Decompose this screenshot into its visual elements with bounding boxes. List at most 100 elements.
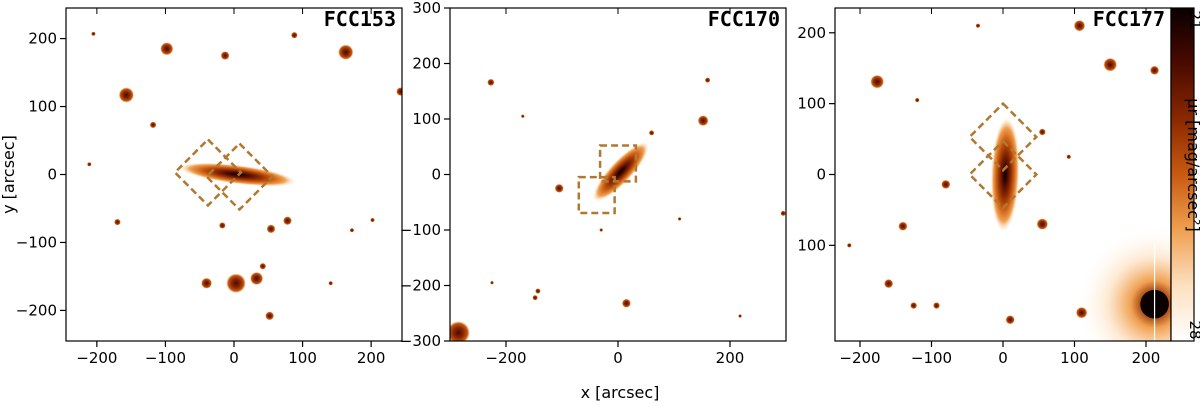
star-source xyxy=(149,121,157,129)
axes-fcc177: FCC177 −200 −100 0 100 200 100 0 100 200 xyxy=(797,7,1172,367)
star-source xyxy=(738,314,742,318)
star-source xyxy=(1066,154,1072,160)
star-source xyxy=(87,162,92,167)
y-tick-label: −100 xyxy=(16,233,57,251)
star-source xyxy=(535,288,541,294)
star-source xyxy=(490,280,494,285)
star-source xyxy=(933,302,940,310)
star-source xyxy=(201,277,213,289)
star-source xyxy=(910,302,918,310)
star-source xyxy=(219,222,226,229)
star-source xyxy=(450,321,471,341)
star-source xyxy=(621,298,631,308)
star-source xyxy=(914,97,920,103)
y-tick-label: 100 xyxy=(412,110,441,128)
x-tick-label: 200 xyxy=(357,349,386,367)
star-source xyxy=(338,44,354,60)
star-source xyxy=(1036,218,1049,230)
y-tick-label: −100 xyxy=(400,221,441,239)
y-tick-label: 100 xyxy=(797,236,826,254)
muse-footprint-2 xyxy=(967,139,1039,210)
panel-images xyxy=(66,8,1171,341)
star-source xyxy=(648,130,655,136)
star-source xyxy=(1005,315,1015,325)
star-source xyxy=(704,77,711,83)
y-tick-label: 100 xyxy=(797,95,826,113)
star-source xyxy=(677,217,682,221)
colorbar-gradient xyxy=(1170,7,1195,342)
star-source xyxy=(898,221,908,231)
star-source xyxy=(554,183,564,193)
star-source xyxy=(1038,128,1046,136)
muse-footprint-1 xyxy=(598,144,638,183)
colorbar-title: μr [mag/arcsec²] xyxy=(1184,98,1200,231)
y-tick-label: −200 xyxy=(400,277,441,295)
muse-footprint-1 xyxy=(173,137,243,208)
muse-footprint-2 xyxy=(577,175,616,215)
star-source xyxy=(487,78,495,86)
y-tick-label: 200 xyxy=(412,55,441,73)
x-tick-label: 100 xyxy=(1060,349,1089,367)
x-tick-label: −200 xyxy=(839,349,880,367)
x-tick-label: −100 xyxy=(145,349,186,367)
star-source xyxy=(396,87,402,96)
star-source xyxy=(91,31,96,37)
x-tick-label: −200 xyxy=(76,349,117,367)
star-source xyxy=(118,87,135,103)
y-tick-label: 200 xyxy=(28,30,57,48)
star-source xyxy=(265,311,275,321)
star-source xyxy=(1149,65,1160,75)
star-source xyxy=(259,262,267,270)
star-source xyxy=(349,228,355,233)
x-tick-label: 0 xyxy=(229,349,239,367)
star-source xyxy=(1103,57,1118,72)
star-source xyxy=(975,23,981,29)
colorbar: 21 28 μr [mag/arcsec²] xyxy=(1170,7,1200,342)
star-source xyxy=(114,218,121,226)
star-source xyxy=(160,42,174,56)
y-tick-label: 100 xyxy=(28,98,57,116)
x-tick-label: 200 xyxy=(1132,349,1161,367)
y-tick-label: 0 xyxy=(431,166,441,184)
star-source xyxy=(266,224,276,234)
star-source xyxy=(370,217,375,223)
x-tick-label: 0 xyxy=(613,349,623,367)
panel-image-fcc153 xyxy=(66,8,402,341)
star-source xyxy=(532,295,538,301)
star-source xyxy=(521,114,525,119)
star-source xyxy=(250,271,264,286)
x-axis-label: x [arcsec] xyxy=(581,383,660,402)
x-tick-label: −200 xyxy=(485,349,526,367)
y-tick-label: −200 xyxy=(16,301,57,319)
star-source xyxy=(847,243,852,248)
panel-axes: FCC153 −200 −100 0 100 200 −200 −100 0 100 200 y [a… xyxy=(0,0,1172,367)
star-source xyxy=(291,31,298,39)
panel-title: FCC177 xyxy=(1093,7,1165,31)
y-tick-label: −300 xyxy=(400,332,441,350)
star-source xyxy=(884,279,894,289)
panel-title: FCC153 xyxy=(324,7,396,31)
star-source xyxy=(1075,306,1088,319)
star-source xyxy=(780,210,786,217)
colorbar-top-label: 21 xyxy=(1186,10,1200,29)
y-axis-label: y [arcsec] xyxy=(0,135,18,214)
star-source xyxy=(220,51,230,60)
star-source xyxy=(599,228,603,232)
star-source xyxy=(870,74,885,89)
star-source xyxy=(226,273,246,294)
muse-footprint-2 xyxy=(204,141,275,212)
muse-footprint-1 xyxy=(967,101,1039,173)
star-source xyxy=(941,179,951,189)
star-source xyxy=(283,216,292,226)
y-tick-label: 200 xyxy=(797,24,826,42)
colorbar-bottom-label: 28 xyxy=(1186,320,1200,339)
y-tick-label: 0 xyxy=(816,166,826,184)
star-source xyxy=(328,281,333,286)
axes-fcc153: FCC153 −200 −100 0 100 200 −200 −100 0 100 200 y [a… xyxy=(0,7,403,367)
y-tick-label: 300 xyxy=(412,0,441,17)
axes-fcc170: FCC170 −200 0 200 −300 −200 −100 0 100 200 300 xyxy=(400,0,787,367)
star-source xyxy=(697,115,709,127)
panel-image-fcc177 xyxy=(835,8,1171,341)
x-tick-label: 0 xyxy=(998,349,1008,367)
